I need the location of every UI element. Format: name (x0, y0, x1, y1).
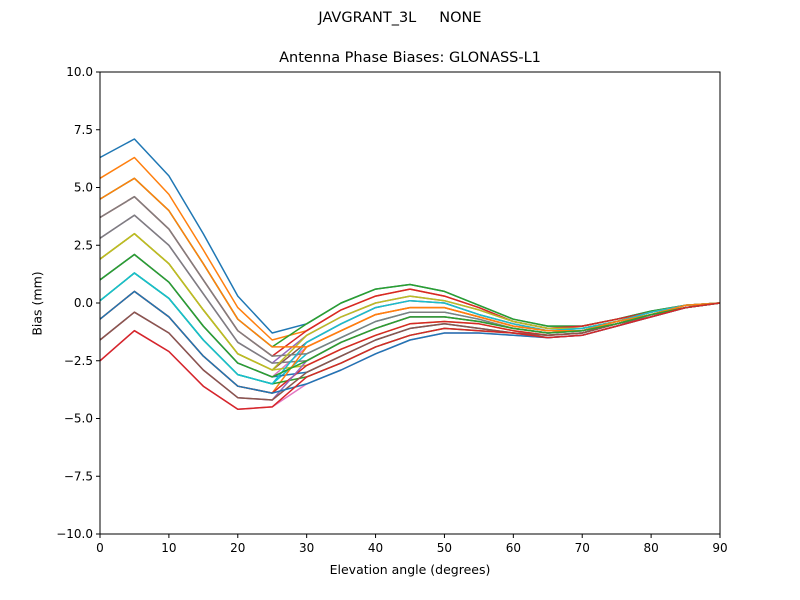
x-tick-label: 80 (643, 541, 658, 555)
y-tick-label: −5.0 (64, 412, 93, 426)
series-line-21 (99, 290, 721, 394)
y-tick-label: −7.5 (64, 469, 93, 483)
y-axis-label: Bias (mm) (29, 271, 45, 336)
series-line-4 (99, 195, 721, 357)
x-axis-label: Elevation angle (degrees) (329, 562, 491, 577)
x-ticks: 0 10 20 30 40 50 60 70 80 90 (96, 534, 728, 555)
series-line-19 (99, 232, 721, 371)
x-tick-label: 50 (437, 541, 452, 555)
series-lines (99, 138, 721, 411)
y-tick-label: −10.0 (56, 527, 93, 541)
chart-title: Antenna Phase Biases: GLONASS-L1 (279, 50, 541, 66)
x-tick-label: 10 (161, 541, 176, 555)
y-tick-label: 10.0 (66, 65, 93, 79)
series-line-14 (99, 290, 721, 394)
x-tick-label: 60 (506, 541, 521, 555)
series-line-6 (99, 232, 721, 371)
x-tick-label: 70 (575, 541, 590, 555)
y-tick-label: 5.0 (74, 181, 93, 195)
y-tick-label: −2.5 (64, 354, 93, 368)
series-line-9 (99, 232, 721, 371)
y-tick-label: 2.5 (74, 238, 93, 252)
y-tick-label: 7.5 (74, 123, 93, 137)
series-line-18 (99, 195, 721, 357)
y-tick-label: 0.0 (74, 296, 93, 310)
series-line-24 (99, 302, 721, 411)
series-line-1 (99, 138, 721, 334)
figure-suptitle: JAVGRANT_3L NONE (318, 10, 482, 26)
x-tick-label: 40 (368, 541, 383, 555)
series-line-22 (99, 177, 721, 348)
series-line-12 (99, 290, 721, 394)
x-tick-label: 20 (230, 541, 245, 555)
x-tick-label: 0 (96, 541, 104, 555)
axes-frame (99, 71, 721, 535)
series-line-23 (99, 253, 721, 378)
x-tick-label: 30 (299, 541, 314, 555)
y-ticks: −10.0 −7.5 −5.0 −2.5 0.0 2.5 5.0 7.5 10.0 (56, 65, 100, 541)
x-tick-label: 90 (712, 541, 727, 555)
